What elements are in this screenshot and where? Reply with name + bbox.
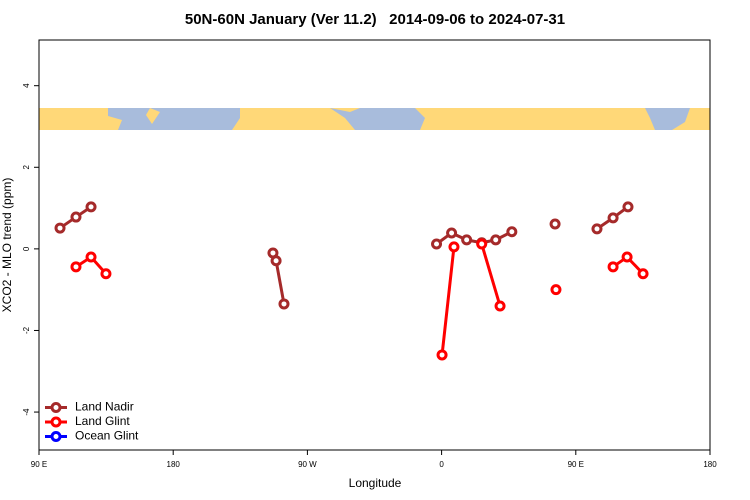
data-point bbox=[476, 238, 488, 250]
data-point bbox=[461, 234, 473, 246]
data-point bbox=[278, 298, 290, 310]
legend-label: Land Glint bbox=[75, 414, 130, 428]
data-point bbox=[431, 238, 443, 250]
data-point bbox=[506, 226, 518, 238]
x-tick-label: 180 bbox=[167, 460, 181, 469]
legend-label: Ocean Glint bbox=[75, 429, 139, 443]
x-axis-label: Longitude bbox=[349, 476, 402, 490]
data-point bbox=[448, 241, 460, 253]
data-point bbox=[100, 268, 112, 280]
legend-marker bbox=[50, 431, 62, 442]
y-tick-label: 4 bbox=[22, 83, 31, 88]
data-point bbox=[270, 255, 282, 267]
land bbox=[146, 108, 160, 124]
data-point bbox=[446, 227, 458, 239]
y-tick-label: -4 bbox=[22, 408, 31, 416]
plot-frame bbox=[38, 39, 711, 451]
data-point bbox=[85, 201, 97, 213]
data-point bbox=[607, 261, 619, 273]
data-point bbox=[637, 268, 649, 280]
data-point bbox=[70, 261, 82, 273]
y-axis-label: XCO2 - MLO trend (ppm) bbox=[0, 178, 14, 313]
data-point bbox=[436, 349, 448, 361]
data-point bbox=[549, 218, 561, 230]
data-point bbox=[607, 212, 619, 224]
x-tick-label: 180 bbox=[703, 460, 717, 469]
data-point bbox=[550, 284, 562, 296]
x-tick-label: 0 bbox=[439, 460, 444, 469]
ocean bbox=[300, 108, 425, 130]
chart-title: 50N-60N January (Ver 11.2) 2014-09-06 to… bbox=[185, 11, 565, 28]
legend-label: Land Nadir bbox=[75, 400, 134, 414]
y-tick-label: 2 bbox=[22, 165, 31, 170]
x-tick-label: 90 W bbox=[298, 460, 317, 469]
x-tick-label: 90 E bbox=[568, 460, 584, 469]
map-band bbox=[39, 108, 710, 130]
data-point bbox=[494, 300, 506, 312]
legend-marker bbox=[50, 402, 62, 413]
data-point bbox=[85, 251, 97, 263]
data-point bbox=[490, 234, 502, 246]
data-point bbox=[622, 201, 634, 213]
ocean bbox=[645, 108, 690, 130]
x-tick-label: 90 E bbox=[31, 460, 47, 469]
legend-marker bbox=[50, 416, 62, 428]
y-tick-label: -2 bbox=[22, 326, 31, 334]
data-point bbox=[591, 223, 603, 235]
y-tick-label: 0 bbox=[22, 246, 31, 251]
data-point bbox=[621, 251, 633, 263]
ocean bbox=[108, 108, 240, 130]
data-point bbox=[54, 222, 66, 234]
data-point bbox=[70, 211, 82, 223]
